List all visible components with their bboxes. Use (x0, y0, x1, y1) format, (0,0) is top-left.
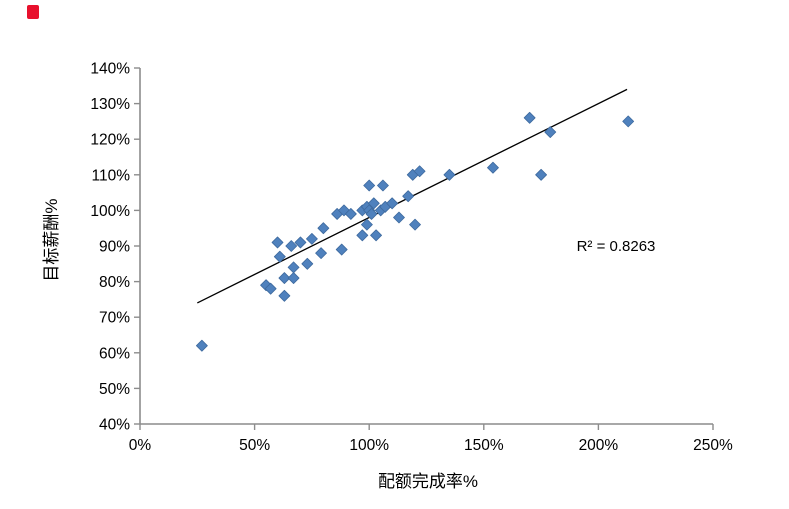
red-corner-mark (27, 5, 39, 19)
x-tick-label: 150% (464, 437, 504, 454)
y-axis-title: 目标薪酬% (42, 198, 61, 281)
data-point (306, 232, 318, 245)
data-point (335, 243, 348, 256)
data-point (367, 197, 380, 210)
data-point (344, 208, 357, 220)
y-tick-label: 130% (90, 96, 130, 113)
data-point (386, 197, 399, 210)
y-tick-label: 50% (99, 381, 130, 398)
data-point (278, 289, 291, 302)
data-point (264, 282, 277, 295)
data-point (294, 236, 307, 249)
data-point (287, 261, 300, 274)
x-tick-label: 100% (349, 437, 389, 454)
x-tick-label: 200% (579, 437, 619, 454)
data-point (370, 229, 382, 242)
data-point (402, 190, 415, 203)
data-point (365, 208, 378, 220)
r-squared-label: R² = 0.8263 (577, 238, 656, 255)
data-point (377, 179, 389, 192)
data-point (273, 250, 286, 263)
data-point (363, 179, 376, 192)
data-point (195, 339, 208, 352)
data-point (287, 272, 300, 284)
y-tick-label: 100% (90, 203, 130, 220)
x-tick-label: 250% (693, 437, 733, 454)
data-point (622, 115, 635, 128)
y-tick-label: 110% (92, 167, 131, 184)
x-tick-label: 50% (239, 437, 270, 454)
y-tick-label: 140% (90, 61, 130, 78)
y-tick-label: 80% (99, 274, 130, 291)
y-tick-label: 40% (99, 417, 130, 434)
y-tick-label: 90% (99, 239, 130, 256)
data-point (535, 168, 547, 181)
tick-labels: 40% 50% 60% 70% 80% 90% 100% 110% 120% 130% 140% 0%… (90, 61, 733, 455)
data-point (487, 161, 499, 174)
y-tick-label: 70% (99, 310, 130, 327)
data-point (409, 218, 421, 231)
data-point (393, 211, 405, 224)
data-point (544, 126, 557, 138)
data-point (443, 168, 456, 181)
x-tick-label: 0% (129, 437, 152, 454)
data-point (361, 218, 373, 231)
y-tick-label: 60% (99, 345, 130, 362)
data-point (356, 229, 369, 242)
axes (134, 67, 714, 430)
data-point (413, 165, 426, 178)
data-point (317, 222, 330, 235)
data-point (523, 111, 536, 124)
scatter-points (195, 111, 635, 352)
data-point (301, 257, 314, 270)
x-axis-title: 配额完成率% (378, 472, 478, 491)
data-point (285, 240, 298, 252)
data-point (278, 272, 291, 284)
y-tick-label: 120% (90, 132, 130, 149)
data-point (315, 247, 327, 260)
data-point (271, 236, 284, 249)
